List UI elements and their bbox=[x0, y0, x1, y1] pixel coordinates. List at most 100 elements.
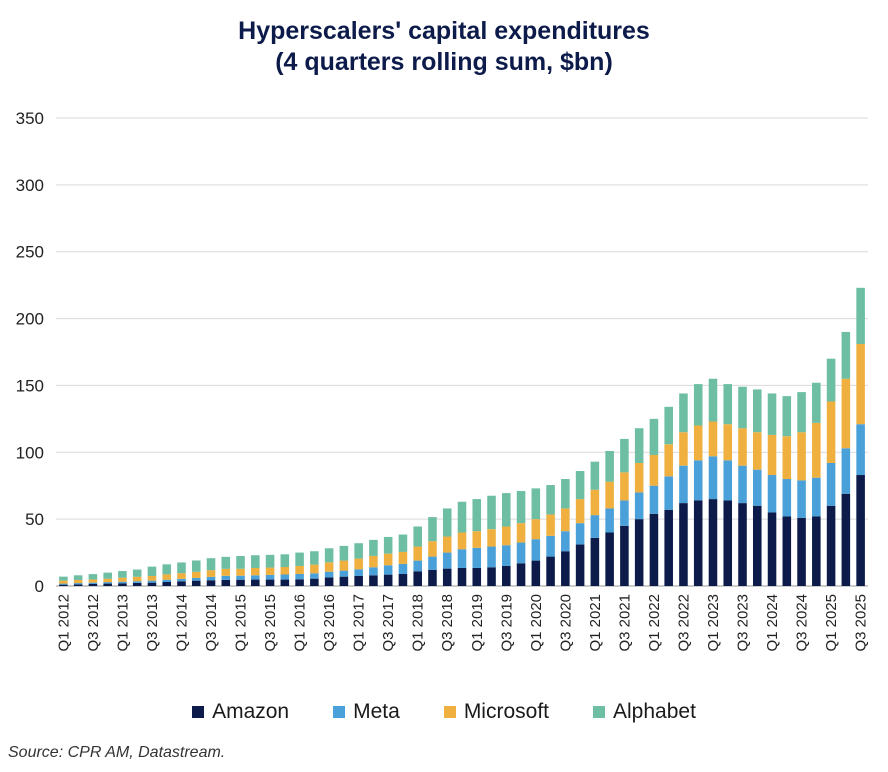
bar-microsoft[interactable] bbox=[826, 401, 836, 463]
bar-amazon[interactable] bbox=[428, 569, 437, 586]
bar-amazon[interactable] bbox=[649, 513, 659, 586]
bar-microsoft[interactable] bbox=[664, 444, 673, 477]
bar-alphabet[interactable] bbox=[767, 393, 777, 435]
bar-meta[interactable] bbox=[634, 492, 644, 520]
bar-microsoft[interactable] bbox=[679, 432, 688, 466]
bar-alphabet[interactable] bbox=[590, 461, 600, 490]
bar-meta[interactable] bbox=[177, 578, 186, 582]
bar-alphabet[interactable] bbox=[546, 485, 555, 515]
bar-amazon[interactable] bbox=[516, 563, 526, 586]
bar-amazon[interactable] bbox=[620, 525, 629, 586]
bar-amazon[interactable] bbox=[841, 493, 851, 586]
bar-meta[interactable] bbox=[428, 556, 437, 570]
legend-item-microsoft[interactable]: Microsoft bbox=[443, 700, 549, 724]
bar-alphabet[interactable] bbox=[679, 393, 688, 433]
bar-alphabet[interactable] bbox=[413, 526, 422, 547]
bar-alphabet[interactable] bbox=[826, 358, 836, 402]
bar-alphabet[interactable] bbox=[723, 384, 733, 425]
bar-meta[interactable] bbox=[280, 574, 290, 580]
bar-amazon[interactable] bbox=[162, 581, 172, 586]
bar-alphabet[interactable] bbox=[752, 389, 762, 433]
bar-alphabet[interactable] bbox=[73, 575, 83, 580]
bar-meta[interactable] bbox=[782, 479, 792, 517]
bar-meta[interactable] bbox=[265, 574, 275, 580]
bar-microsoft[interactable] bbox=[487, 529, 496, 547]
bar-meta[interactable] bbox=[752, 469, 762, 506]
bar-meta[interactable] bbox=[546, 535, 555, 557]
legend-item-alphabet[interactable]: Alphabet bbox=[593, 700, 696, 724]
bar-microsoft[interactable] bbox=[324, 562, 334, 572]
bar-meta[interactable] bbox=[590, 515, 600, 538]
bar-meta[interactable] bbox=[413, 560, 422, 572]
bar-meta[interactable] bbox=[767, 475, 777, 513]
bar-microsoft[interactable] bbox=[708, 421, 718, 457]
bar-alphabet[interactable] bbox=[339, 545, 349, 561]
bar-meta[interactable] bbox=[531, 539, 541, 561]
bar-alphabet[interactable] bbox=[221, 556, 231, 569]
bar-meta[interactable] bbox=[354, 569, 363, 576]
bar-amazon[interactable] bbox=[413, 571, 422, 586]
bar-amazon[interactable] bbox=[561, 551, 570, 586]
bar-alphabet[interactable] bbox=[265, 554, 275, 568]
bar-meta[interactable] bbox=[383, 565, 393, 575]
bar-amazon[interactable] bbox=[782, 516, 792, 586]
bar-amazon[interactable] bbox=[590, 537, 600, 586]
bar-alphabet[interactable] bbox=[561, 479, 570, 509]
bar-meta[interactable] bbox=[502, 545, 511, 566]
bar-alphabet[interactable] bbox=[738, 386, 747, 429]
bar-meta[interactable] bbox=[664, 476, 673, 510]
bar-microsoft[interactable] bbox=[723, 424, 733, 461]
bar-microsoft[interactable] bbox=[605, 481, 614, 509]
bar-microsoft[interactable] bbox=[310, 564, 319, 574]
bar-meta[interactable] bbox=[723, 460, 733, 501]
bar-amazon[interactable] bbox=[546, 556, 555, 586]
bar-amazon[interactable] bbox=[752, 505, 762, 586]
bar-microsoft[interactable] bbox=[177, 573, 186, 579]
bar-microsoft[interactable] bbox=[413, 546, 422, 561]
bar-alphabet[interactable] bbox=[251, 555, 260, 568]
bar-meta[interactable] bbox=[310, 573, 319, 579]
bar-meta[interactable] bbox=[59, 583, 68, 585]
bar-meta[interactable] bbox=[147, 580, 157, 583]
bar-meta[interactable] bbox=[88, 582, 98, 584]
bar-alphabet[interactable] bbox=[162, 564, 172, 575]
bar-microsoft[interactable] bbox=[191, 571, 201, 578]
bar-amazon[interactable] bbox=[59, 584, 68, 586]
bar-amazon[interactable] bbox=[693, 500, 703, 586]
bar-amazon[interactable] bbox=[502, 565, 511, 586]
bar-microsoft[interactable] bbox=[856, 343, 865, 425]
bar-microsoft[interactable] bbox=[590, 489, 600, 516]
bar-amazon[interactable] bbox=[575, 544, 585, 586]
bar-microsoft[interactable] bbox=[118, 577, 127, 582]
bar-meta[interactable] bbox=[221, 575, 231, 580]
bar-microsoft[interactable] bbox=[221, 568, 231, 576]
bar-alphabet[interactable] bbox=[620, 438, 629, 473]
bar-amazon[interactable] bbox=[103, 583, 112, 586]
bar-meta[interactable] bbox=[103, 582, 112, 584]
bar-amazon[interactable] bbox=[147, 582, 157, 586]
bar-amazon[interactable] bbox=[442, 568, 452, 586]
bar-meta[interactable] bbox=[575, 523, 585, 545]
bar-microsoft[interactable] bbox=[339, 560, 349, 571]
bar-microsoft[interactable] bbox=[812, 422, 821, 478]
bar-meta[interactable] bbox=[561, 531, 570, 552]
bar-microsoft[interactable] bbox=[280, 567, 290, 575]
bar-microsoft[interactable] bbox=[88, 579, 98, 583]
bar-amazon[interactable] bbox=[206, 580, 216, 586]
bar-microsoft[interactable] bbox=[575, 499, 585, 524]
bar-amazon[interactable] bbox=[812, 516, 821, 586]
bar-meta[interactable] bbox=[649, 485, 659, 514]
bar-amazon[interactable] bbox=[265, 579, 275, 586]
bar-meta[interactable] bbox=[251, 575, 260, 580]
bar-amazon[interactable] bbox=[398, 573, 408, 586]
bar-amazon[interactable] bbox=[679, 503, 688, 586]
bar-amazon[interactable] bbox=[383, 574, 393, 586]
bar-amazon[interactable] bbox=[723, 500, 733, 586]
bar-alphabet[interactable] bbox=[457, 501, 467, 533]
bar-alphabet[interactable] bbox=[531, 488, 541, 520]
bar-microsoft[interactable] bbox=[206, 570, 216, 577]
bar-meta[interactable] bbox=[295, 573, 304, 580]
bar-microsoft[interactable] bbox=[295, 565, 304, 574]
bar-amazon[interactable] bbox=[708, 499, 718, 586]
bar-amazon[interactable] bbox=[354, 575, 363, 586]
